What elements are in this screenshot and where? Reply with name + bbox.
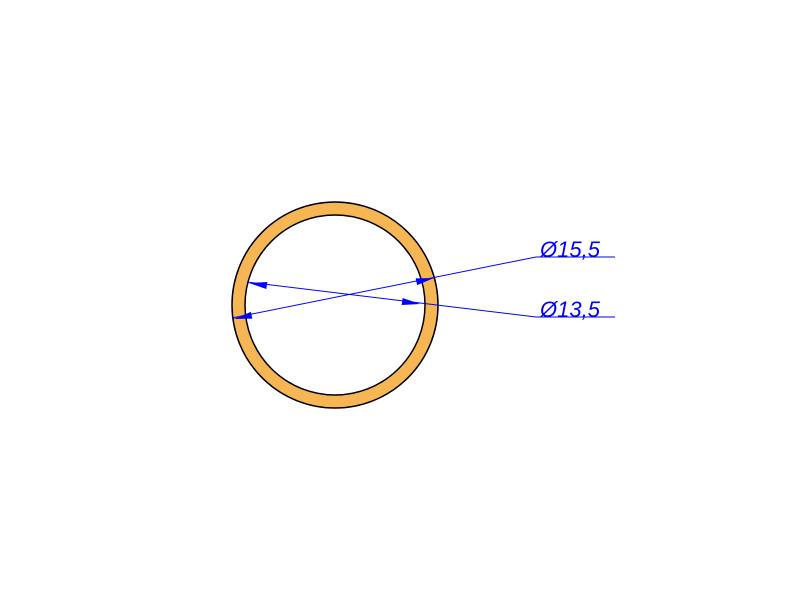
diagram-canvas: Ø15,5 Ø13,5	[0, 0, 800, 600]
ring-shape	[232, 202, 438, 408]
inner-diameter-label: Ø13,5	[539, 297, 601, 322]
outer-diameter-label: Ø15,5	[539, 237, 601, 262]
